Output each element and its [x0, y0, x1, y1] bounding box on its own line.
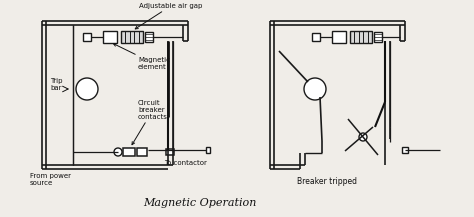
Circle shape: [76, 78, 98, 100]
Bar: [350, 31, 372, 43]
Text: Circuit
breaker
contacts: Circuit breaker contacts: [132, 100, 168, 145]
Bar: [206, 147, 210, 153]
Circle shape: [114, 148, 122, 156]
Text: To contactor: To contactor: [164, 160, 208, 166]
Bar: [83, 33, 91, 41]
Bar: [166, 149, 174, 155]
Text: Magnetic Operation: Magnetic Operation: [143, 198, 257, 208]
Text: Trip
bar: Trip bar: [50, 79, 63, 92]
Bar: [374, 32, 382, 42]
Circle shape: [304, 78, 326, 100]
Bar: [402, 147, 408, 153]
Text: Breaker tripped: Breaker tripped: [297, 177, 357, 186]
Bar: [103, 31, 117, 43]
Text: Adjustable air gap: Adjustable air gap: [135, 3, 202, 29]
Bar: [121, 31, 143, 43]
Text: From power
source: From power source: [30, 173, 71, 186]
Bar: [145, 32, 153, 42]
Bar: [332, 31, 346, 43]
Bar: [312, 33, 320, 41]
Bar: [123, 148, 135, 156]
Circle shape: [359, 133, 367, 141]
Bar: [137, 148, 147, 156]
Text: Magnetic
element: Magnetic element: [113, 44, 170, 70]
